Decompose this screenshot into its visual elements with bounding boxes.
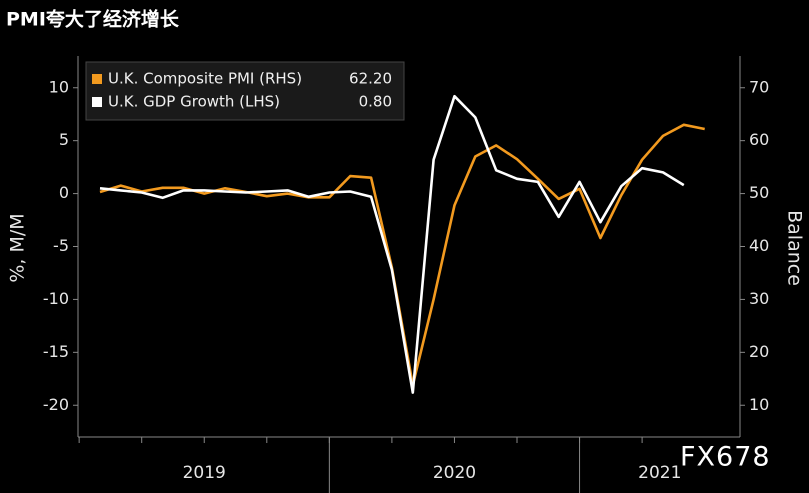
- y-tick-label: 10: [49, 77, 69, 96]
- watermark: FX678: [680, 442, 771, 473]
- legend-swatch: [92, 74, 102, 84]
- y-axis-label: %, M/M: [7, 213, 29, 282]
- y2-tick-label: 20: [749, 342, 769, 361]
- legend-value: 62.20: [349, 70, 392, 88]
- legend-label: U.K. GDP Growth (LHS): [108, 93, 280, 111]
- year-label: 2021: [638, 463, 681, 483]
- legend-label: U.K. Composite PMI (RHS): [108, 70, 302, 88]
- legend-swatch: [92, 97, 102, 107]
- legend-value: 0.80: [359, 93, 392, 111]
- series-line: [99, 94, 685, 394]
- y2-axis-label: Balance: [784, 210, 806, 286]
- y-tick-label: -15: [43, 342, 69, 361]
- y2-tick-label: 30: [749, 289, 769, 308]
- y2-tick-label: 40: [749, 236, 769, 255]
- y-tick-label: -20: [43, 395, 69, 414]
- y-tick-label: -10: [43, 289, 69, 308]
- legend-box: [85, 61, 405, 121]
- series-line: [99, 123, 705, 387]
- y2-tick-label: 60: [749, 130, 769, 149]
- year-label: 2019: [183, 463, 226, 483]
- y-tick-label: 5: [59, 130, 69, 149]
- year-label: 2020: [433, 463, 476, 483]
- y-tick-label: 0: [59, 183, 69, 202]
- chart-title: PMI夸大了经济增长: [6, 8, 180, 31]
- y-tick-label: -5: [53, 236, 69, 255]
- y2-tick-label: 10: [749, 395, 769, 414]
- y2-tick-label: 50: [749, 183, 769, 202]
- y2-tick-label: 70: [749, 77, 769, 96]
